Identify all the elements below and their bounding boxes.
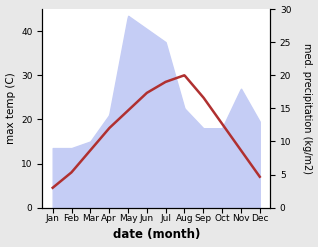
Y-axis label: max temp (C): max temp (C): [5, 72, 16, 144]
Y-axis label: med. precipitation (kg/m2): med. precipitation (kg/m2): [302, 43, 313, 174]
X-axis label: date (month): date (month): [113, 228, 200, 242]
